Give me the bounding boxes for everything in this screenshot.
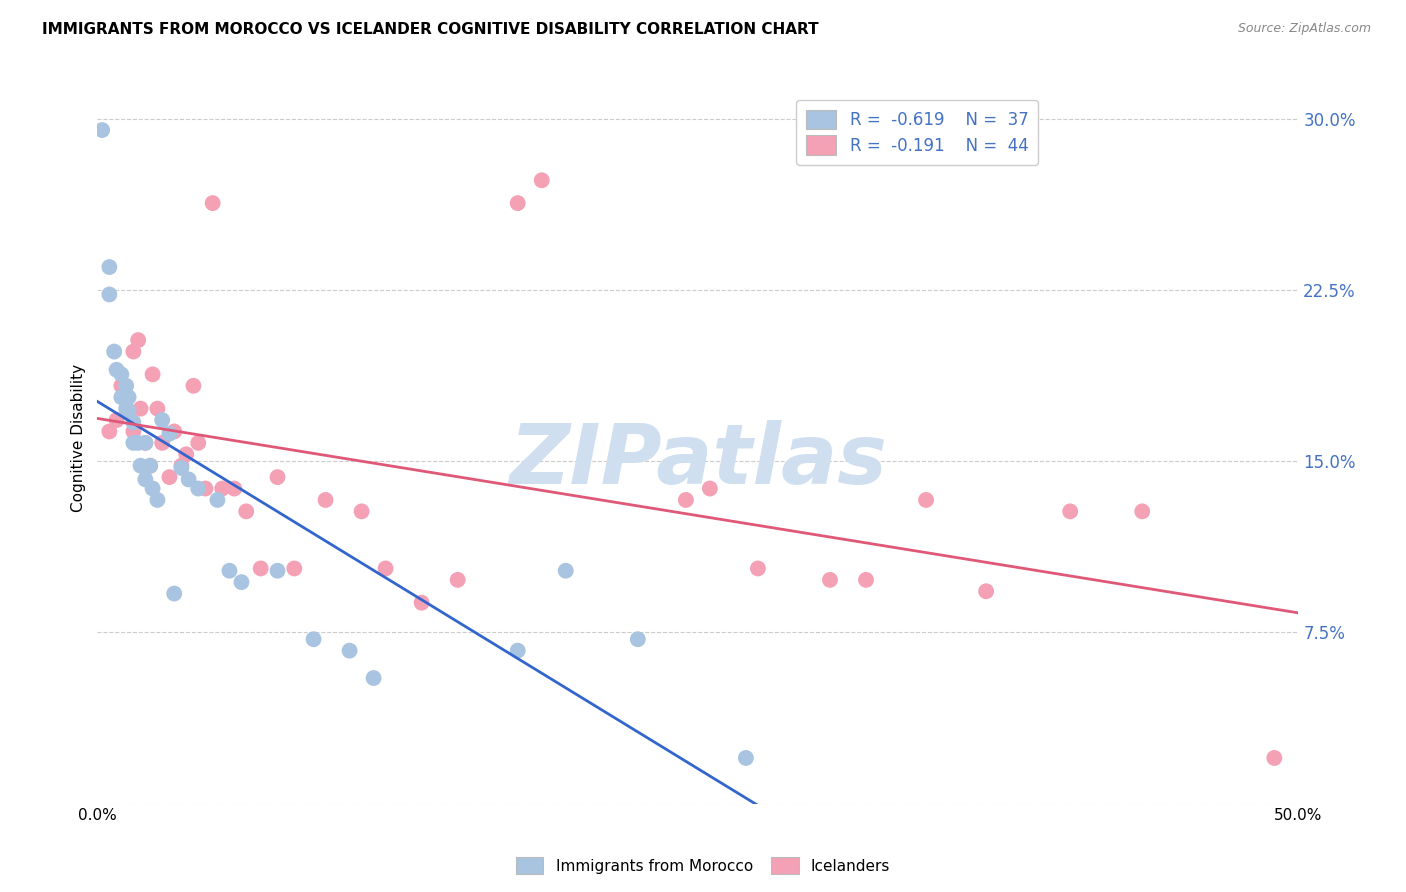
Point: [163, 425, 186, 439]
Point: [627, 632, 650, 647]
Point: [187, 482, 209, 496]
Point: [98, 260, 121, 274]
Point: [146, 492, 169, 507]
Point: [115, 390, 138, 404]
Point: [150, 413, 173, 427]
Point: [374, 561, 396, 575]
Point: [174, 447, 197, 461]
Point: [266, 470, 288, 484]
Point: [350, 504, 373, 518]
Point: [98, 287, 121, 301]
Point: [150, 435, 173, 450]
Point: [127, 333, 149, 347]
Point: [747, 561, 769, 575]
Point: [139, 458, 162, 473]
Point: [675, 492, 697, 507]
Point: [447, 573, 470, 587]
Point: [699, 482, 721, 496]
Point: [974, 584, 997, 599]
Point: [818, 573, 841, 587]
Point: [315, 492, 337, 507]
Point: [506, 196, 529, 211]
Text: IMMIGRANTS FROM MOROCCO VS ICELANDER COGNITIVE DISABILITY CORRELATION CHART: IMMIGRANTS FROM MOROCCO VS ICELANDER COG…: [42, 22, 818, 37]
Point: [194, 482, 217, 496]
Legend: Immigrants from Morocco, Icelanders: Immigrants from Morocco, Icelanders: [510, 851, 896, 880]
Point: [530, 173, 553, 187]
Point: [1059, 504, 1081, 518]
Point: [105, 413, 128, 427]
Point: [224, 482, 246, 496]
Point: [115, 401, 138, 416]
Point: [129, 401, 152, 416]
Text: ZIPatlas: ZIPatlas: [509, 420, 887, 500]
Point: [117, 404, 139, 418]
Point: [117, 390, 139, 404]
Point: [915, 492, 938, 507]
Point: [201, 196, 224, 211]
Point: [142, 482, 165, 496]
Point: [235, 504, 257, 518]
Point: [1130, 504, 1153, 518]
Point: [170, 461, 193, 475]
Point: [157, 470, 180, 484]
Point: [231, 575, 253, 590]
Point: [142, 368, 165, 382]
Point: [339, 643, 361, 657]
Legend: R =  -0.619    N =  37, R =  -0.191    N =  44: R = -0.619 N = 37, R = -0.191 N = 44: [796, 100, 1039, 165]
Point: [183, 378, 205, 392]
Point: [170, 458, 193, 473]
Point: [122, 415, 145, 429]
Point: [110, 390, 132, 404]
Point: [266, 564, 288, 578]
Point: [134, 435, 156, 450]
Point: [146, 401, 169, 416]
Point: [115, 378, 138, 392]
Point: [103, 344, 125, 359]
Point: [735, 751, 758, 765]
Text: Source: ZipAtlas.com: Source: ZipAtlas.com: [1237, 22, 1371, 36]
Point: [91, 123, 114, 137]
Point: [187, 435, 209, 450]
Point: [302, 632, 325, 647]
Point: [211, 482, 233, 496]
Point: [122, 425, 145, 439]
Point: [163, 586, 186, 600]
Point: [134, 435, 156, 450]
Point: [98, 425, 121, 439]
Point: [134, 472, 156, 486]
Point: [177, 472, 200, 486]
Point: [1263, 751, 1285, 765]
Point: [105, 363, 128, 377]
Point: [110, 378, 132, 392]
Point: [122, 344, 145, 359]
Point: [110, 368, 132, 382]
Point: [122, 435, 145, 450]
Point: [127, 435, 149, 450]
Point: [855, 573, 877, 587]
Y-axis label: Cognitive Disability: Cognitive Disability: [72, 364, 86, 512]
Point: [218, 564, 240, 578]
Point: [157, 426, 180, 441]
Point: [411, 596, 433, 610]
Point: [363, 671, 385, 685]
Point: [506, 643, 529, 657]
Point: [554, 564, 576, 578]
Point: [129, 458, 152, 473]
Point: [249, 561, 271, 575]
Point: [207, 492, 229, 507]
Point: [283, 561, 305, 575]
Point: [139, 458, 162, 473]
